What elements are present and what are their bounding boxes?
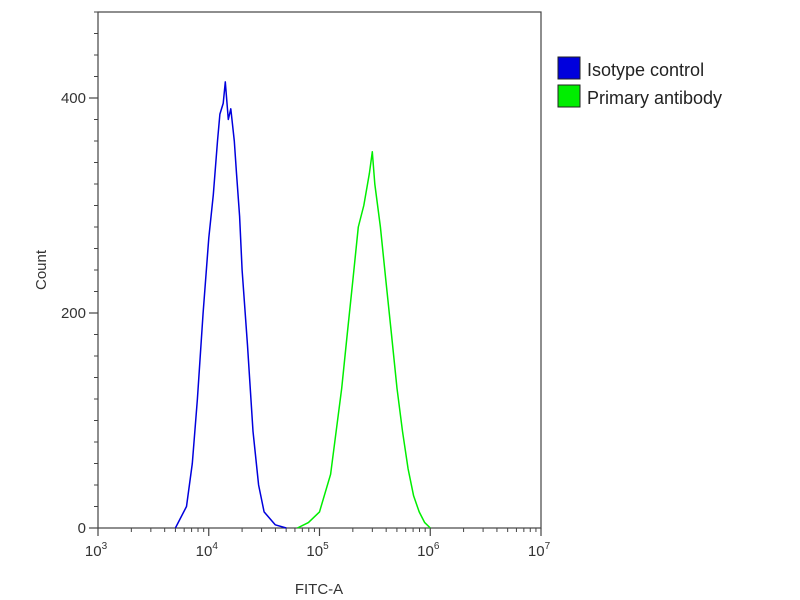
y-axis: 0 200 400: [61, 11, 98, 537]
y-axis-title: Count: [33, 249, 50, 290]
series-line-0: [174, 81, 287, 529]
y-tick-label: 0: [78, 520, 86, 537]
legend-swatch-isotype-control: [557, 56, 581, 80]
series-layer: [174, 81, 431, 529]
x-tick-label: 104: [196, 541, 219, 560]
x-tick-label: 103: [85, 541, 108, 560]
y-tick-label: 200: [61, 305, 86, 322]
x-tick-label: 107: [528, 541, 551, 560]
x-axis-title: FITC-A: [295, 581, 343, 598]
x-tick-label: 105: [306, 541, 329, 560]
plot-frame: [97, 11, 542, 529]
legend: Isotype control Primary antibody: [557, 56, 722, 108]
legend-label-primary-antibody: Primary antibody: [587, 88, 722, 108]
series-line-1: [297, 151, 431, 529]
x-axis: 103 104 105 106 107: [85, 528, 551, 560]
legend-label-isotype-control: Isotype control: [587, 60, 704, 80]
x-tick-label: 106: [417, 541, 440, 560]
y-tick-label: 400: [61, 90, 86, 107]
legend-swatch-primary-antibody: [557, 84, 581, 108]
